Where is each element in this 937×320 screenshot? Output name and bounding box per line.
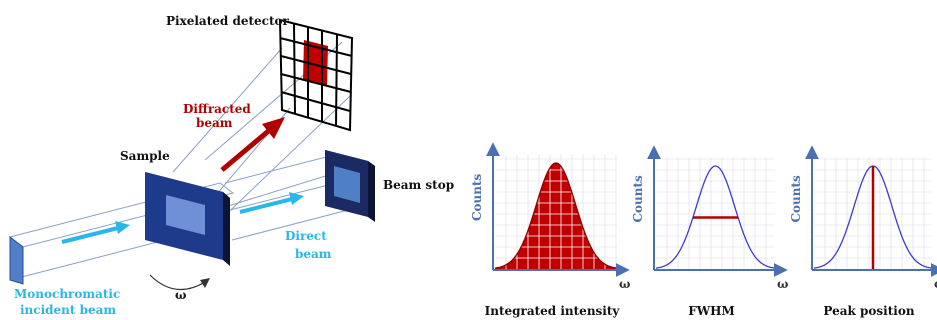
sample [145, 172, 230, 266]
direct-label-line2: beam [295, 247, 332, 261]
plot-caption: Integrated intensity [485, 304, 621, 318]
direct-beam-box [224, 155, 353, 241]
experiment-setup: Pixelated detector Diffracted beam Sampl… [8, 14, 454, 317]
plot-integrated: Counts ω Integrated intensity [470, 142, 630, 318]
plot-fwhm: Counts ω FWHM [631, 145, 788, 318]
incident-arrow [61, 221, 130, 244]
diffracted-beam-lines [172, 41, 351, 244]
plot-caption: FWHM [688, 304, 735, 318]
direct-label-line1: Direct [285, 229, 327, 243]
y-axis-label: Counts [631, 175, 645, 223]
plot-caption: Peak position [823, 304, 914, 318]
plot-grid [656, 158, 775, 269]
detector-label: Pixelated detector [166, 14, 290, 28]
beam-stop-window [334, 166, 360, 203]
incident-beam-box [8, 182, 235, 285]
peak-curve [655, 165, 776, 269]
y-axis-label: Counts [470, 173, 484, 221]
x-axis-label: ω [619, 277, 630, 291]
y-axis-label: Counts [789, 175, 803, 223]
pixelated-detector [278, 18, 354, 132]
plot-peak: Counts ω Peak position [789, 145, 937, 318]
beam-stop-label: Beam stop [383, 178, 454, 192]
direct-arrow [239, 192, 304, 214]
diffracted-label-line1: Diffracted [183, 102, 251, 116]
incident-beam-end-face [9, 235, 24, 285]
incident-label-line2: incident beam [20, 303, 116, 317]
diffracted-label-line2: beam [196, 116, 233, 130]
integrated-area [495, 163, 617, 269]
rotation-symbol: ω [175, 288, 186, 302]
incident-label-line1: Monochromatic [14, 287, 120, 301]
sample-inner-face [166, 195, 205, 235]
x-axis-label: ω [777, 277, 788, 291]
rotation-arc [149, 274, 210, 291]
diffracted-arrow [220, 117, 285, 172]
beam-stop [325, 150, 375, 222]
sample-label: Sample [120, 149, 170, 163]
peak-curve [494, 162, 618, 269]
x-axis-label: ω [934, 277, 937, 291]
